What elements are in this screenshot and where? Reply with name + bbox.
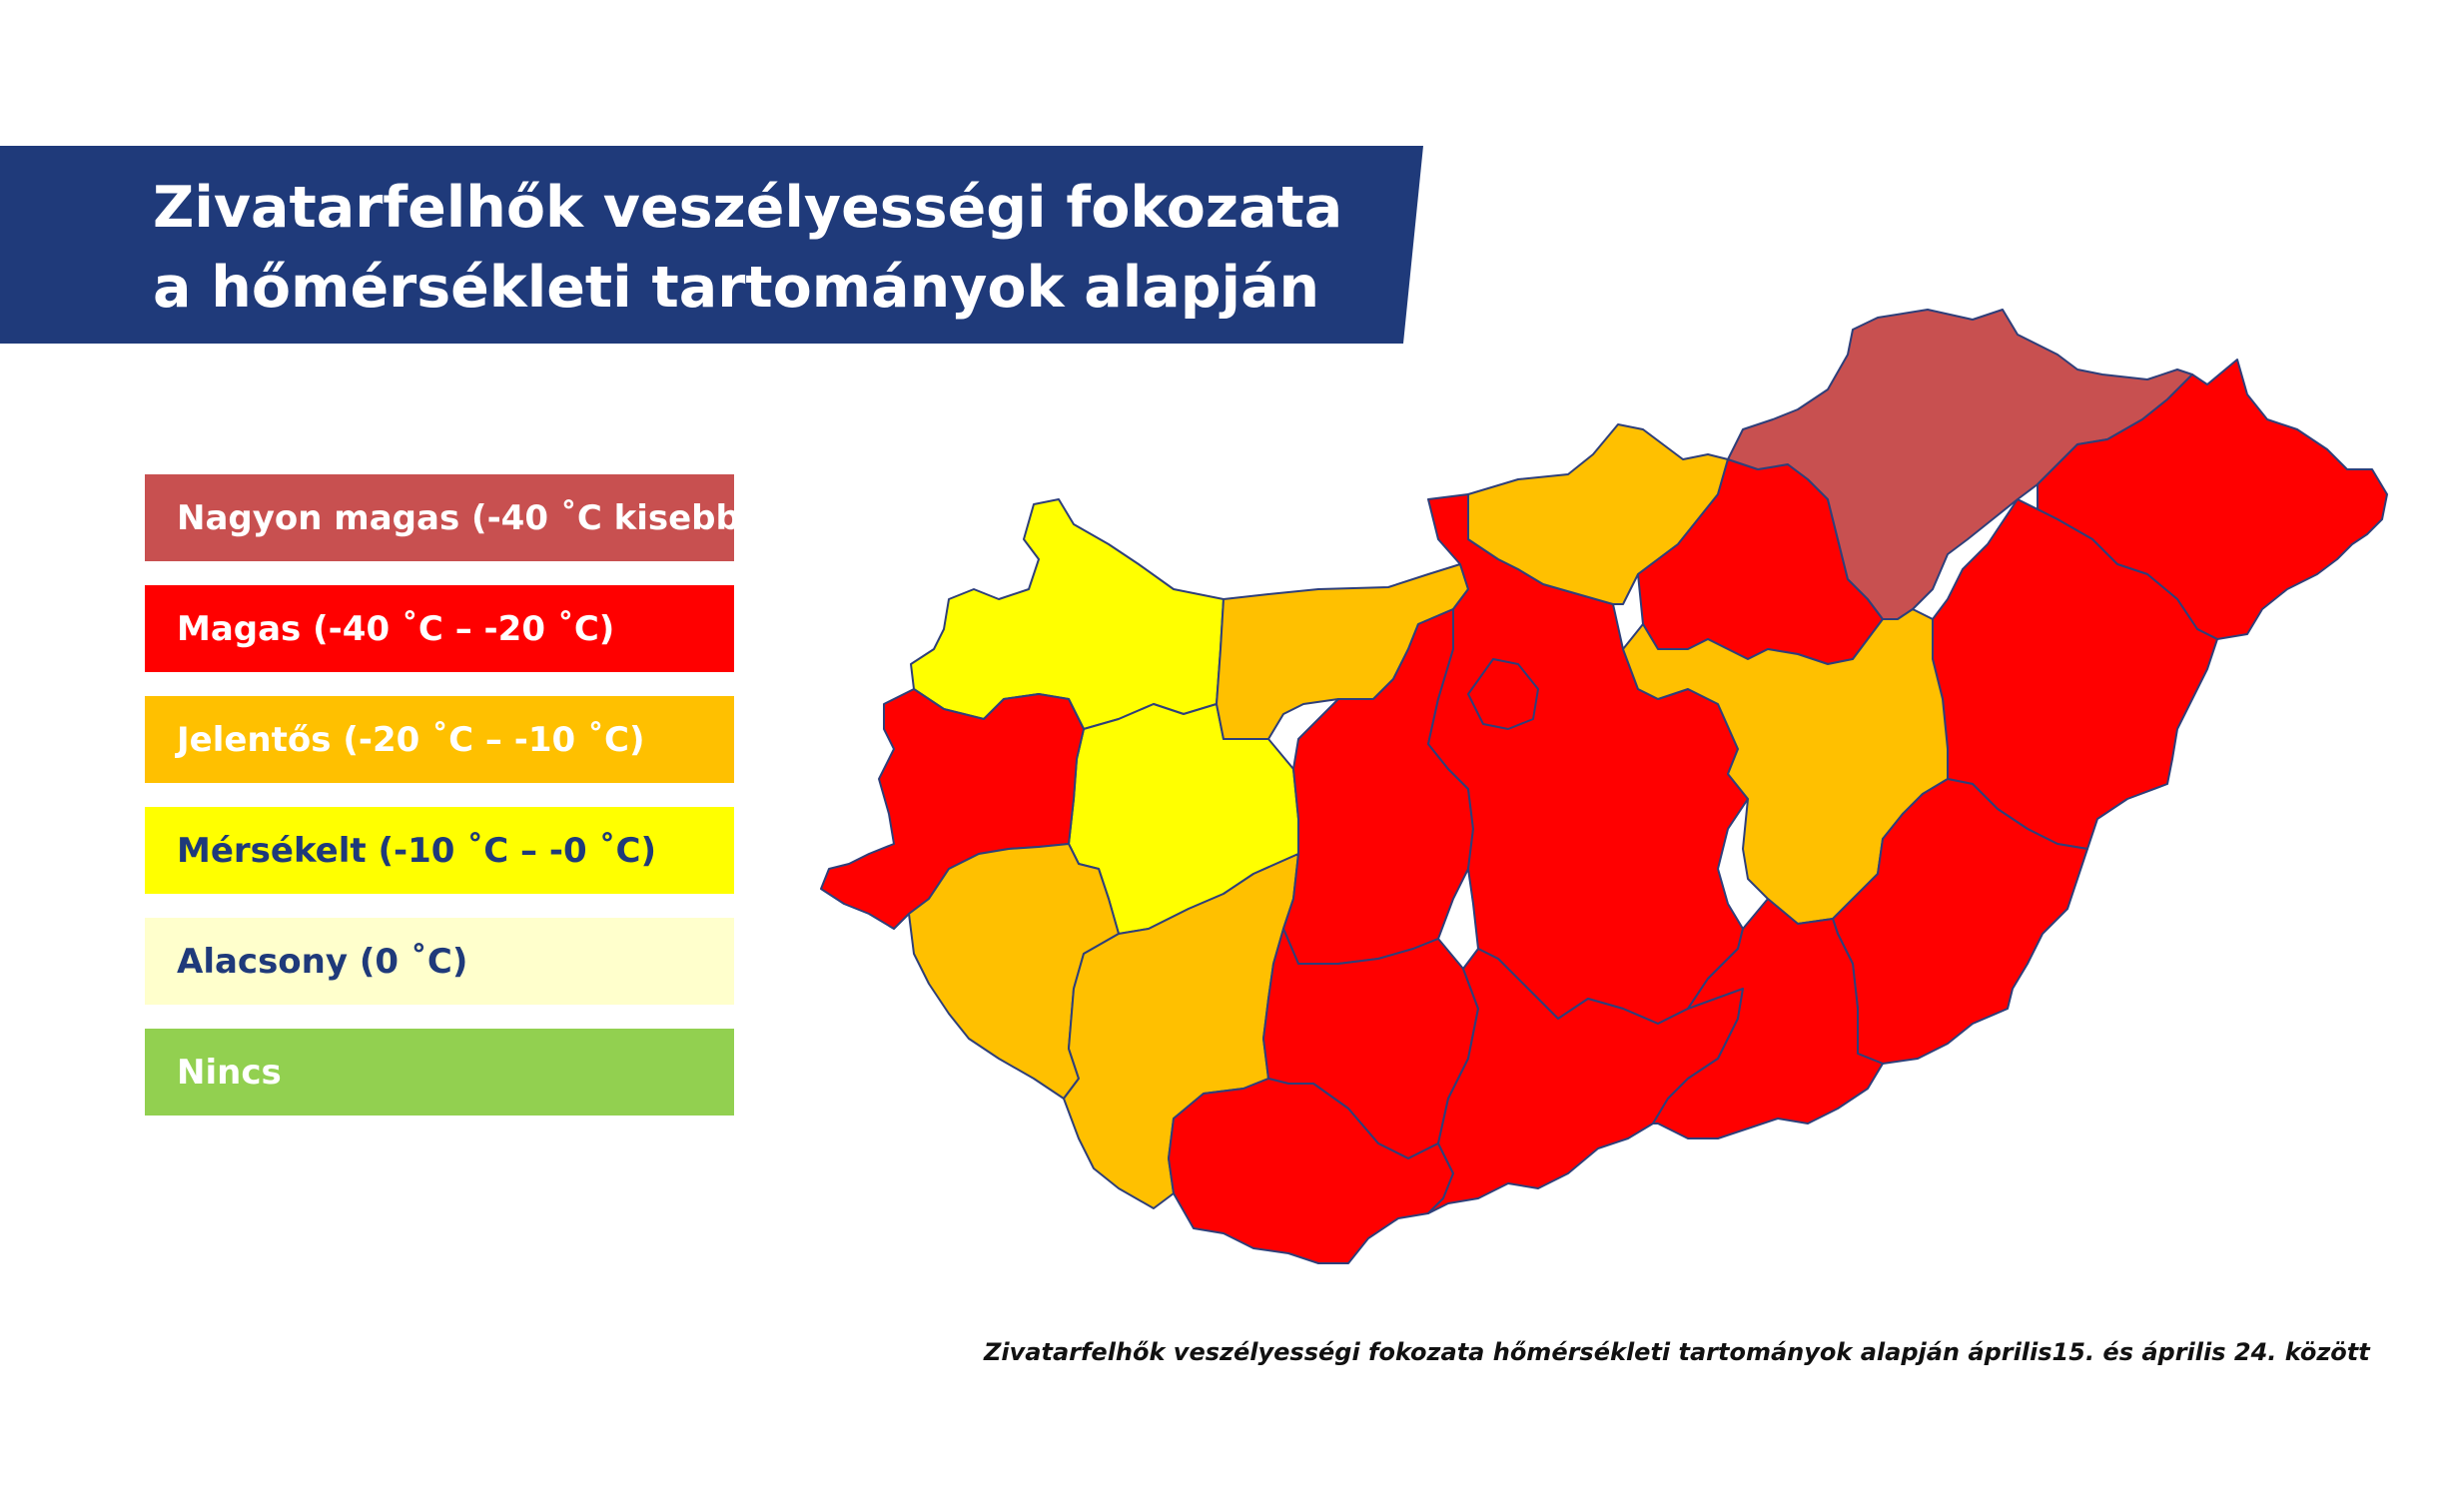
region-bacs-kiskun [1427, 948, 1744, 1214]
legend-label: Jelentős (-20 ˚C – -10 ˚C) [177, 719, 645, 760]
legend-item-nagyon-magas: Nagyon magas (-40 ˚C kisebb) [145, 474, 755, 561]
region-bekes [1832, 778, 2088, 1065]
legend-item-nincs: Nincs [145, 1029, 734, 1116]
legend-item-jelentos: Jelentős (-20 ˚C – -10 ˚C) [145, 696, 734, 783]
legend-label: Alacsony (0 ˚C) [177, 941, 468, 982]
region-budapest [1467, 658, 1539, 730]
region-gyor-moson-sopron [910, 498, 1225, 730]
page-title: Zivatarfelhők veszélyességi fokozata a h… [153, 168, 1342, 328]
legend-label: Mérsékelt (-10 ˚C – -0 ˚C) [177, 830, 656, 871]
legend-label: Magas (-40 ˚C – -20 ˚C) [177, 608, 615, 649]
title-banner [0, 146, 1423, 344]
caption: Zivatarfelhők veszélyességi fokozata hőm… [984, 1338, 2370, 1366]
legend-label: Nincs [177, 1052, 282, 1093]
legend: Nagyon magas (-40 ˚C kisebb) Magas (-40 … [145, 474, 755, 1139]
region-baranya [1168, 1078, 1454, 1264]
title-line-1: Zivatarfelhők veszélyességi fokozata [153, 175, 1343, 241]
hungary-map [820, 309, 2388, 1264]
legend-item-alacsony: Alacsony (0 ˚C) [145, 918, 734, 1005]
title-line-2: a hőmérsékleti tartományok alapján [153, 255, 1320, 321]
region-csongrad [1652, 898, 1884, 1139]
legend-item-mersekelt: Mérsékelt (-10 ˚C – -0 ˚C) [145, 807, 734, 894]
legend-label: Nagyon magas (-40 ˚C kisebb) [177, 497, 756, 538]
legend-item-magas: Magas (-40 ˚C – -20 ˚C) [145, 585, 734, 672]
